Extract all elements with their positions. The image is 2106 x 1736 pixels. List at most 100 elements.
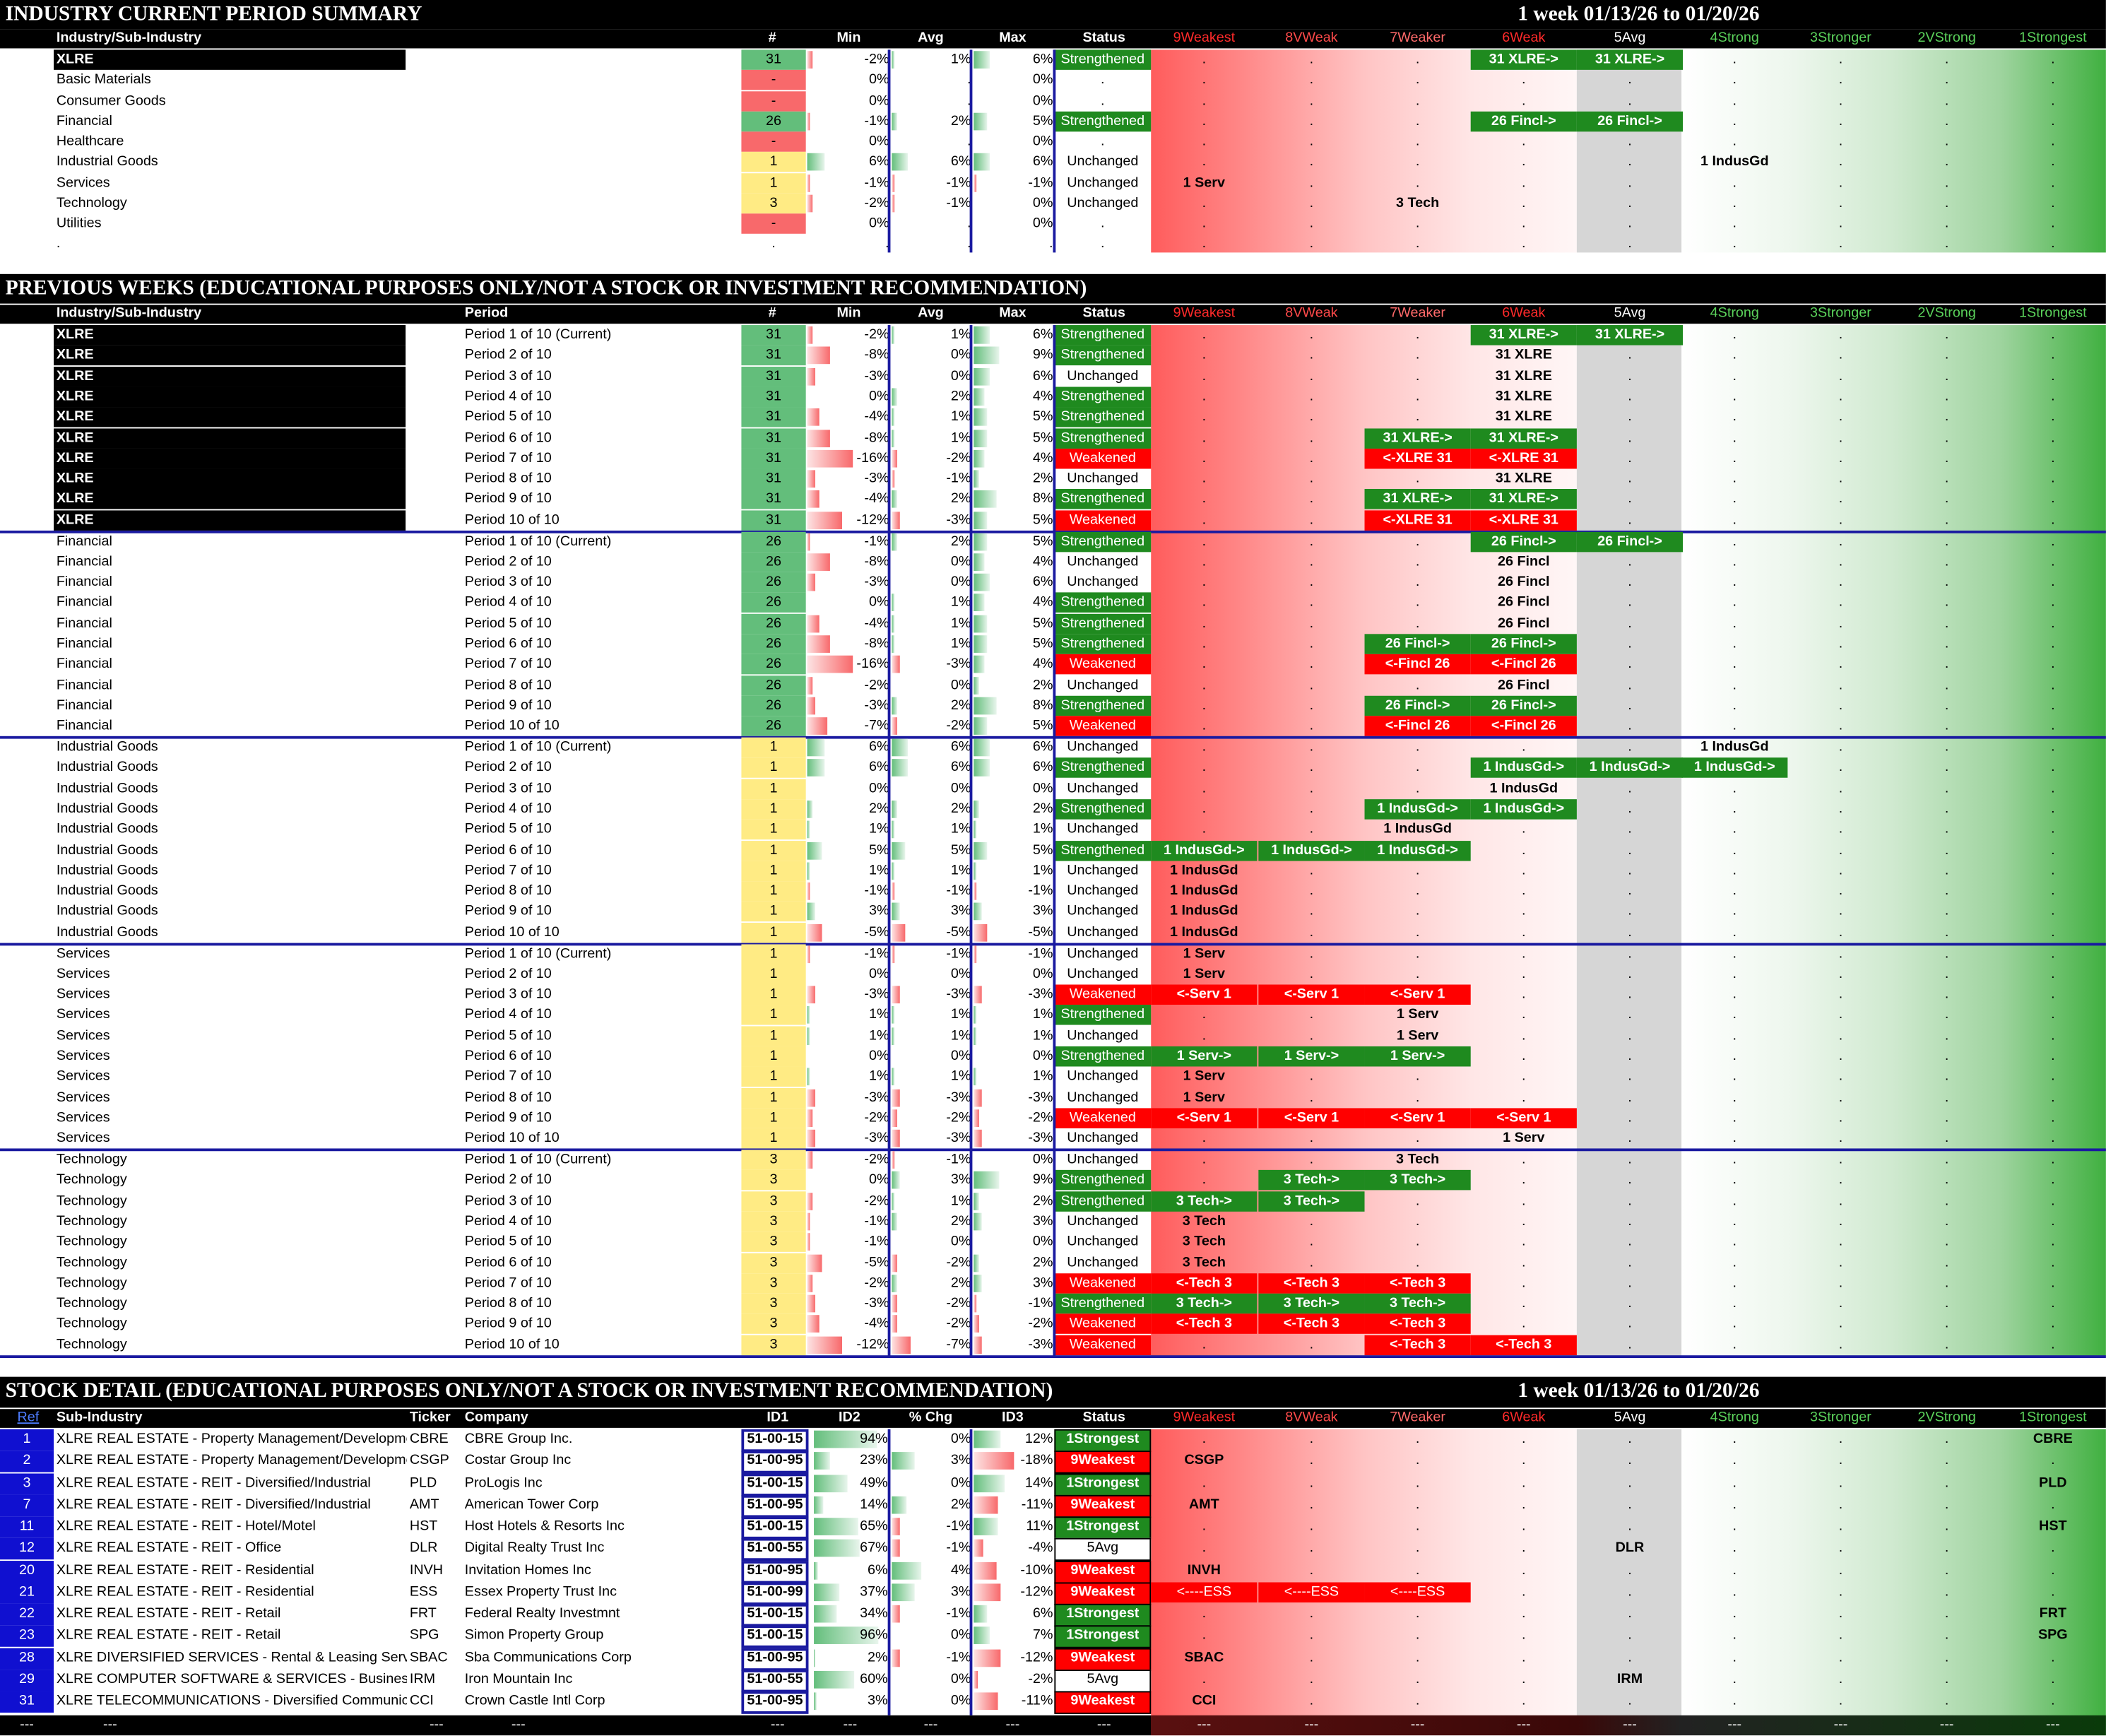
stock-ref[interactable]: 11	[19, 1519, 35, 1535]
stock-id2-bar	[814, 1430, 877, 1448]
previous-min: -1%	[864, 883, 889, 899]
stock-ref[interactable]: 7	[23, 1497, 31, 1513]
previous-avg: -7%	[946, 1338, 971, 1353]
previous-count: 26	[766, 656, 782, 672]
rating-dot: .	[1628, 801, 1632, 817]
previous-avg-bar	[892, 1336, 911, 1354]
rating-column-header: 7Weaker	[1390, 306, 1445, 321]
summary-max: 6%	[1032, 52, 1053, 68]
rating-dot: .	[1202, 740, 1207, 755]
previous-vline-2	[969, 325, 973, 1357]
previous-min: -3%	[864, 471, 889, 487]
rating-dot: .	[1202, 656, 1207, 672]
summary-min-bar	[807, 51, 813, 69]
stock-id2-bar	[814, 1475, 848, 1493]
previous-period: Period 8 of 10	[464, 1090, 552, 1106]
previous-header-min: Min	[836, 306, 861, 321]
stock-ref[interactable]: 31	[19, 1694, 35, 1709]
previous-min: -2%	[864, 1194, 889, 1209]
stock-ref[interactable]: 23	[19, 1628, 35, 1643]
rating-tag: 26 Fincl->	[1576, 531, 1684, 553]
rating-dot: .	[1415, 1476, 1420, 1492]
rating-dot: .	[1628, 369, 1632, 384]
rating-dot: .	[1522, 1296, 1526, 1311]
rating-dot: .	[1309, 94, 1314, 109]
stock-ref[interactable]: 20	[19, 1563, 35, 1578]
previous-count: 3	[769, 1338, 778, 1353]
rating-dot: .	[1415, 967, 1420, 982]
rating-dot: .	[1415, 904, 1420, 919]
stock-ref[interactable]: 2	[23, 1453, 31, 1468]
rating-dot: .	[1628, 863, 1632, 879]
rating-tag: <-Tech 3	[1364, 1313, 1471, 1334]
previous-max: -1%	[1028, 947, 1053, 962]
rating-dot: .	[1944, 1316, 1949, 1331]
rating-dot: .	[2051, 656, 2055, 672]
rating-dot: .	[1944, 1606, 1949, 1622]
previous-min: 0%	[868, 781, 889, 797]
previous-min: 1%	[868, 1069, 889, 1085]
summary-count-bg	[741, 131, 806, 152]
previous-count-bg	[741, 695, 806, 716]
stocks-header-id3: ID3	[1002, 1410, 1024, 1426]
stock-ref[interactable]: 21	[19, 1585, 35, 1600]
stock-ref[interactable]: 12	[19, 1540, 35, 1556]
previous-max-bar	[974, 759, 990, 777]
rating-dot: .	[1732, 637, 1737, 652]
rating-dot: .	[1838, 72, 1843, 88]
previous-max: -3%	[1028, 987, 1053, 1003]
previous-max: 1%	[1032, 1029, 1053, 1044]
stock-ref[interactable]: 3	[23, 1476, 31, 1492]
rating-column-header: 4Strong	[1710, 30, 1759, 46]
rating-dot: .	[1522, 216, 1526, 231]
stock-rating-mark: DLR	[1615, 1540, 1645, 1556]
previous-min-bar	[807, 1109, 813, 1128]
stock-ref[interactable]: 1	[23, 1431, 31, 1447]
previous-count: 1	[769, 822, 778, 837]
rating-dot: .	[1944, 176, 1949, 191]
rating-dot: .	[1522, 1007, 1526, 1022]
stock-id1: 51-00-95	[747, 1497, 803, 1513]
previous-count-bg	[741, 531, 806, 553]
stock-ref[interactable]: 22	[19, 1606, 35, 1622]
rating-dot: .	[1522, 1628, 1526, 1643]
previous-avg: 5%	[950, 843, 971, 858]
rating-tag: <-Tech 3	[1364, 1273, 1471, 1294]
stock-rating-mark: FRT	[2039, 1606, 2067, 1622]
rating-dot: .	[1415, 1194, 1420, 1209]
previous-max: 9%	[1032, 348, 1053, 363]
previous-count-bg	[741, 1066, 806, 1087]
stock-id3-bar	[974, 1430, 1001, 1448]
rating-column-header: 3Stronger	[1810, 306, 1871, 321]
rating-dot: .	[2051, 1130, 2055, 1146]
rating-dot: .	[2051, 781, 2055, 797]
rating-dot: .	[1732, 134, 1737, 150]
rating-tag: 1 Serv	[1183, 947, 1225, 962]
previous-count-bg	[741, 592, 806, 613]
rating-dot: .	[1202, 72, 1207, 88]
stock-company: Sba Communications Corp	[464, 1651, 632, 1666]
stock-ref[interactable]: 29	[19, 1672, 35, 1687]
summary-header-avg: Avg	[918, 30, 944, 46]
stock-id1: 51-00-55	[747, 1540, 803, 1556]
previous-avg-bar	[892, 1275, 897, 1292]
rating-dot: .	[1309, 1476, 1314, 1492]
rating-dot: .	[1415, 947, 1420, 962]
previous-count: 1	[769, 883, 778, 899]
previous-period: Period 7 of 10	[464, 1276, 552, 1291]
previous-count: 26	[766, 698, 782, 714]
rating-column-header: 5Avg	[1614, 1410, 1646, 1426]
stock-sub-industry: XLRE REAL ESTATE - Property Management/D…	[56, 1431, 408, 1447]
rating-tag: 3 Tech->	[1258, 1169, 1365, 1191]
stock-id3: 7%	[1032, 1628, 1053, 1643]
previous-period: Period 6 of 10	[464, 637, 552, 652]
rating-tag: 1 IndusGd->	[1576, 757, 1684, 778]
rating-dot: .	[2051, 555, 2055, 570]
previous-max: 0%	[1032, 781, 1053, 797]
previous-avg-bar	[892, 1171, 900, 1189]
stock-ref[interactable]: 28	[19, 1651, 35, 1666]
rating-dot: .	[1415, 1214, 1420, 1229]
stocks-header-ref[interactable]: Ref	[17, 1410, 40, 1426]
rating-dot: .	[1522, 1256, 1526, 1271]
rating-dot: .	[1628, 822, 1632, 837]
